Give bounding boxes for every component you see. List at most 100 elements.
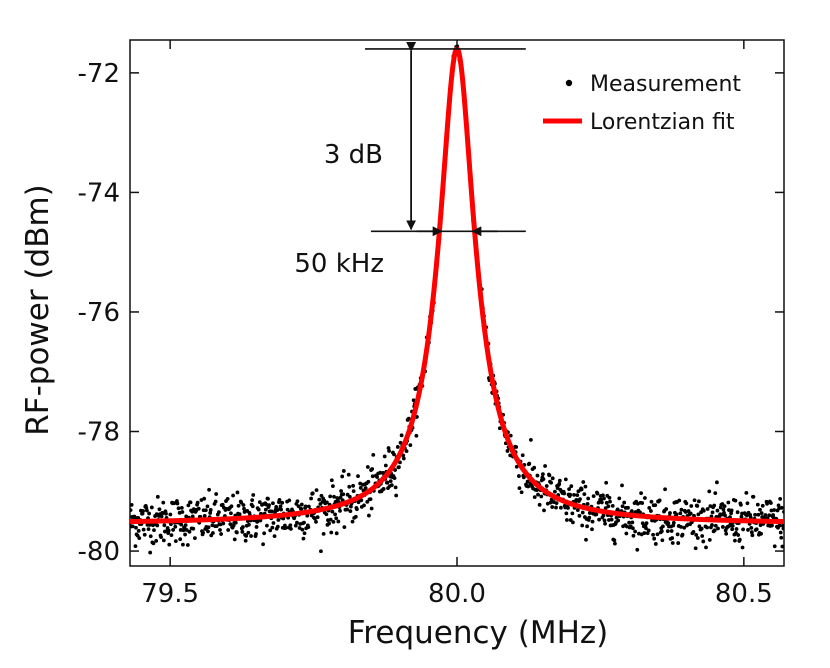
measurement-point [642,531,647,535]
measurement-point [333,499,338,504]
measurement-point [550,505,555,509]
measurement-point [594,512,599,517]
measurement-point [161,538,166,543]
measurement-point [269,509,274,514]
measurement-point [161,500,166,505]
x-tick-label: 80.5 [715,579,773,609]
measurement-point [186,503,191,508]
measurement-point [327,521,331,526]
measurement-point [302,520,306,525]
measurement-point [699,526,704,531]
measurement-point [356,500,361,505]
measurement-point [211,531,215,535]
measurement-point [288,523,293,528]
measurement-point [220,502,225,507]
measurement-point [232,537,237,542]
measurement-point [159,535,163,540]
measurement-point [629,509,634,513]
measurement-point [203,508,208,513]
measurement-point [602,518,607,523]
measurement-point [277,498,282,502]
measurement-point [751,494,756,499]
measurement-point [770,523,774,528]
measurement-point [307,504,311,509]
measurement-point [704,545,708,550]
measurement-point [644,521,649,526]
measurement-point [606,504,611,509]
measurement-point [314,488,319,492]
measurement-point [767,513,772,518]
measurement-point [709,514,714,519]
measurement-point [780,544,784,549]
measurement-point [332,494,336,499]
measurement-point [724,531,729,536]
measurement-point [713,491,718,496]
measurement-point [155,494,160,499]
measurement-point [196,506,201,511]
measurement-point [682,525,687,530]
measurement-point [328,517,333,522]
measurement-point [321,531,326,536]
measurement-point [705,525,709,530]
measurement-point [591,494,596,499]
measurement-point [266,496,270,501]
measurement-point [712,503,717,508]
measurement-point [397,465,401,470]
measurement-point [393,468,397,472]
measurement-point [341,492,346,497]
measurement-point [240,529,245,534]
legend-marker-measurement [565,79,573,87]
measurement-point [271,501,275,506]
measurement-point [359,498,364,503]
measurement-point [378,470,383,475]
x-tick-label: 80.0 [428,579,486,609]
measurement-point [285,507,290,512]
measurement-point [250,498,255,503]
measurement-point [715,480,719,485]
measurement-point [666,521,671,526]
measurement-point [233,520,238,525]
annotations [365,41,526,237]
measurement-point [347,484,352,489]
measurement-point [257,500,262,505]
measurement-point [554,501,559,506]
measurement-point [185,543,190,547]
measurement-point [620,483,624,488]
measurement-point [183,532,187,537]
measurement-point [270,525,275,530]
measurement-point [649,509,653,513]
measurement-point [130,503,134,507]
measurement-point [176,506,181,511]
measurement-point [603,506,608,511]
measurement-point [351,483,355,488]
measurement-point [707,489,712,494]
measurement-point [336,519,341,524]
measurement-point [609,517,614,522]
measurement-point [668,511,672,515]
measurement-point [721,507,726,512]
measurement-point [695,536,700,540]
measurement-point [739,514,744,519]
measurement-point [356,474,360,478]
measurement-point [202,514,207,518]
measurement-point [251,493,256,497]
measurement-point [614,515,619,520]
measurement-point [758,507,762,512]
measurement-point [299,502,304,507]
measurement-point [777,523,782,528]
measurement-point [693,546,698,551]
measurement-point [387,449,391,453]
measurement-point [148,534,153,539]
legend-label-measurement: Measurement [590,72,741,97]
measurement-point [228,522,233,526]
measurement-point [624,531,629,536]
measurement-point [712,528,717,533]
measurement-point [226,528,231,532]
measurement-point [677,498,682,503]
measurement-point [339,489,343,493]
measurement-point [537,502,542,507]
measurement-point [301,536,306,541]
measurement-point [517,486,522,491]
measurement-point [398,460,402,465]
measurement-point [769,501,773,505]
